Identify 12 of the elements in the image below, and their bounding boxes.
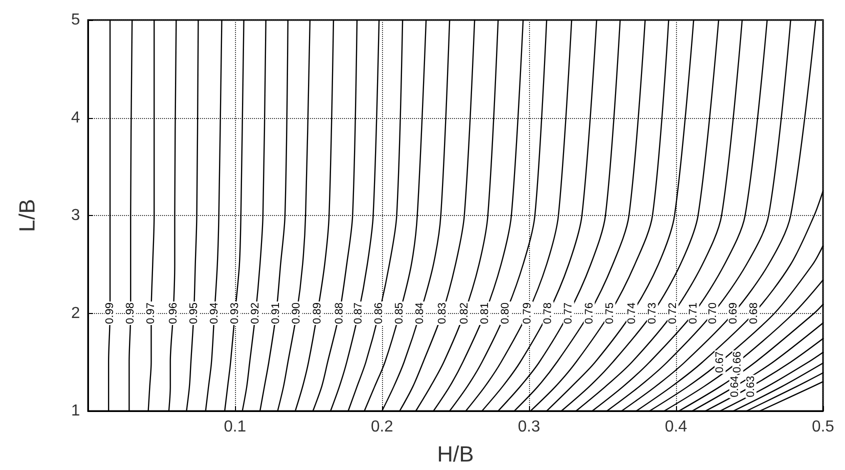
x-tick-label: 0.4 <box>664 418 688 436</box>
x-tick-label: 0.5 <box>812 418 834 436</box>
y-tick-label: 5 <box>71 12 80 28</box>
x-tick-label: 0.2 <box>370 418 394 436</box>
y-tick-label: 3 <box>71 207 80 224</box>
y-tick-label: 4 <box>71 109 80 126</box>
y-tick-label: 2 <box>71 304 80 322</box>
x-axis-title: H/B <box>437 442 474 466</box>
y-tick-label: 1 <box>71 402 80 420</box>
x-tick-label: 0.3 <box>518 418 540 436</box>
y-axis-title: L/B <box>14 198 40 232</box>
x-tick-label: 0.1 <box>224 418 246 436</box>
